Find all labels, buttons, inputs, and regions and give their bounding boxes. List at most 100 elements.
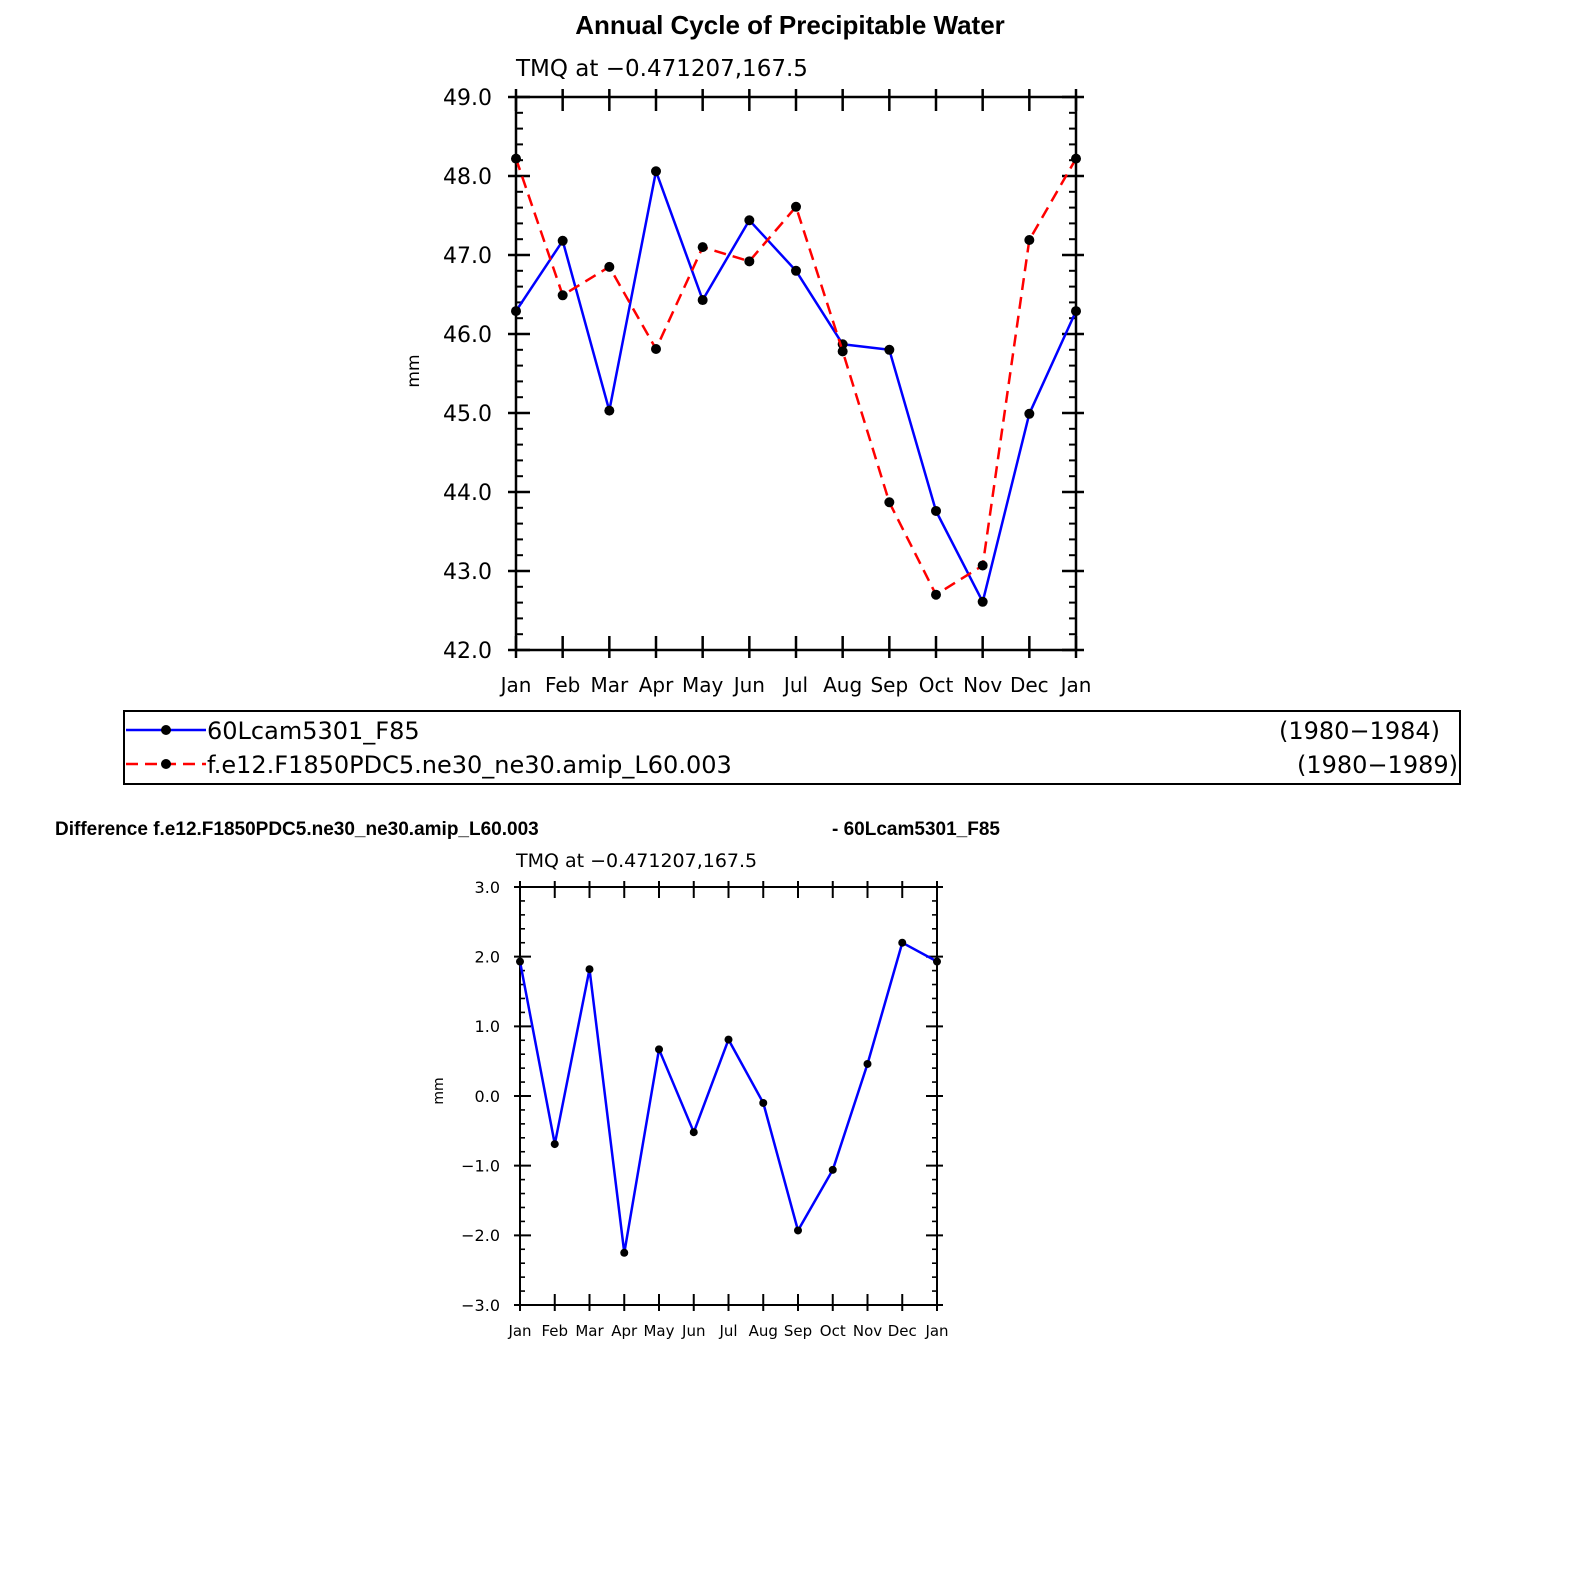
y-tick-label: −2.0 bbox=[461, 1226, 500, 1245]
data-point-series-2 bbox=[837, 346, 848, 357]
x-tick-label: Jan bbox=[507, 1322, 531, 1340]
legend-label-2: f.e12.F1850PDC5.ne30_ne30.amip_L60.003 bbox=[207, 751, 732, 779]
y-tick-label: 44.0 bbox=[443, 481, 492, 506]
data-point-series-1 bbox=[898, 938, 907, 947]
data-point-series-2 bbox=[791, 201, 801, 212]
diff-title-right: - 60Lcam5301_F85 bbox=[832, 819, 1000, 840]
y-tick-label: 48.0 bbox=[443, 165, 492, 190]
data-point-series-1 bbox=[585, 965, 594, 974]
data-point-series-2 bbox=[931, 589, 941, 600]
x-tick-label: May bbox=[682, 673, 724, 697]
x-tick-label: Apr bbox=[611, 1322, 638, 1340]
x-tick-label: Jan bbox=[499, 673, 532, 697]
x-tick-label: Mar bbox=[575, 1322, 604, 1340]
x-tick-label: Feb bbox=[545, 673, 580, 697]
x-tick-label: Jan bbox=[924, 1322, 948, 1340]
legend-years-2: (1980−1989) bbox=[1297, 751, 1458, 779]
y-tick-label: −1.0 bbox=[461, 1156, 500, 1175]
data-point-series-1 bbox=[863, 1059, 872, 1068]
data-point-series-1 bbox=[933, 957, 941, 966]
legend-label-1: 60Lcam5301_F85 bbox=[207, 717, 420, 745]
data-point-series-1 bbox=[604, 405, 615, 416]
x-tick-label: Dec bbox=[888, 1322, 917, 1340]
y-tick-label: 3.0 bbox=[475, 878, 500, 897]
x-tick-label: Dec bbox=[1010, 673, 1049, 697]
x-tick-label: Aug bbox=[823, 673, 862, 697]
x-tick-label: Sep bbox=[870, 673, 908, 697]
y-tick-label: 1.0 bbox=[475, 1017, 500, 1036]
x-tick-label: Jun bbox=[732, 673, 765, 697]
x-tick-label: Jul bbox=[718, 1322, 737, 1340]
chart2-ylabel: mm bbox=[431, 1077, 447, 1104]
main-title: Annual Cycle of Precipitable Water bbox=[575, 10, 1005, 40]
data-point-series-1 bbox=[884, 344, 895, 355]
y-tick-label: 45.0 bbox=[443, 402, 492, 427]
data-point-series-2 bbox=[744, 256, 755, 267]
chart2-subtitle: TMQ at −0.471207,167.5 bbox=[515, 850, 757, 872]
data-point-series-1 bbox=[655, 1045, 663, 1054]
data-point-series-2 bbox=[651, 344, 661, 355]
data-point-series-1 bbox=[744, 215, 755, 226]
data-point-series-1 bbox=[791, 265, 801, 276]
data-point-series-1 bbox=[794, 1226, 802, 1235]
y-tick-label: 42.0 bbox=[443, 639, 492, 664]
y-tick-label: 47.0 bbox=[443, 244, 492, 269]
legend-entry-1: 60Lcam5301_F85 (1980−1984) bbox=[126, 717, 1440, 745]
chart1-subtitle: TMQ at −0.471207,167.5 bbox=[515, 56, 808, 82]
plot-frame bbox=[519, 886, 938, 1306]
data-point-series-2 bbox=[557, 290, 568, 301]
data-point-series-1 bbox=[550, 1140, 559, 1149]
data-point-series-1 bbox=[689, 1128, 698, 1137]
data-point-series-1 bbox=[511, 306, 521, 317]
y-tick-label: 2.0 bbox=[475, 947, 500, 966]
x-tick-label: Nov bbox=[963, 673, 1002, 697]
data-point-series-2 bbox=[1024, 234, 1035, 245]
annual-cycle-chart: TMQ at −0.471207,167.5 mm 42.0 43.0 44.0 45… bbox=[404, 56, 1091, 697]
data-point-series-1 bbox=[557, 235, 568, 246]
data-point-series-1 bbox=[516, 957, 524, 966]
x-tick-label: Jul bbox=[782, 673, 808, 697]
data-point-series-1 bbox=[1071, 306, 1081, 317]
x-tick-label: Jun bbox=[681, 1322, 705, 1340]
diff-title-left: Difference f.e12.F1850PDC5.ne30_ne30.ami… bbox=[55, 819, 539, 840]
x-tick-label: May bbox=[643, 1322, 674, 1340]
x-tick-label: Feb bbox=[541, 1322, 568, 1340]
x-tick-label: Sep bbox=[784, 1322, 812, 1340]
series-line-1 bbox=[518, 941, 938, 1255]
x-tick-label: Oct bbox=[919, 673, 954, 697]
y-tick-label: 46.0 bbox=[443, 323, 492, 348]
data-point-series-2 bbox=[1071, 153, 1081, 164]
x-tick-label: Aug bbox=[749, 1322, 778, 1340]
data-point-series-1 bbox=[977, 596, 988, 607]
data-point-series-1 bbox=[828, 1165, 837, 1174]
x-tick-label: Apr bbox=[639, 673, 674, 697]
chart1-ylabel: mm bbox=[404, 354, 424, 387]
legend-marker-1 bbox=[161, 725, 171, 735]
x-tick-label: Nov bbox=[853, 1322, 882, 1340]
data-point-series-1 bbox=[697, 295, 708, 306]
x-tick-label: Oct bbox=[820, 1322, 846, 1340]
difference-chart: TMQ at −0.471207,167.5 mm −3.0 −2.0 −1.0 0.… bbox=[431, 850, 949, 1340]
legend-marker-2 bbox=[161, 759, 171, 769]
legend: 60Lcam5301_F85 (1980−1984) f.e12.F1850PD… bbox=[123, 710, 1461, 785]
data-point-series-2 bbox=[697, 242, 708, 253]
x-tick-label: Jan bbox=[1059, 673, 1092, 697]
y-tick-label: −3.0 bbox=[461, 1296, 500, 1315]
data-point-series-2 bbox=[511, 153, 521, 164]
data-point-series-1 bbox=[620, 1248, 629, 1257]
data-point-series-2 bbox=[977, 560, 988, 571]
data-point-series-2 bbox=[884, 497, 895, 508]
data-point-series-1 bbox=[1024, 408, 1035, 419]
legend-years-1: (1980−1984) bbox=[1279, 717, 1440, 745]
data-point-series-1 bbox=[759, 1098, 768, 1107]
y-tick-label: 43.0 bbox=[443, 560, 492, 585]
data-point-series-1 bbox=[931, 505, 941, 516]
y-tick-label: 0.0 bbox=[475, 1087, 500, 1106]
legend-entry-2: f.e12.F1850PDC5.ne30_ne30.amip_L60.003 (… bbox=[126, 751, 1458, 779]
data-point-series-1 bbox=[724, 1035, 733, 1044]
legend-box bbox=[123, 710, 1461, 785]
y-tick-label: 49.0 bbox=[443, 86, 492, 111]
series-line-1 bbox=[514, 170, 1078, 604]
x-tick-label: Mar bbox=[590, 673, 629, 697]
